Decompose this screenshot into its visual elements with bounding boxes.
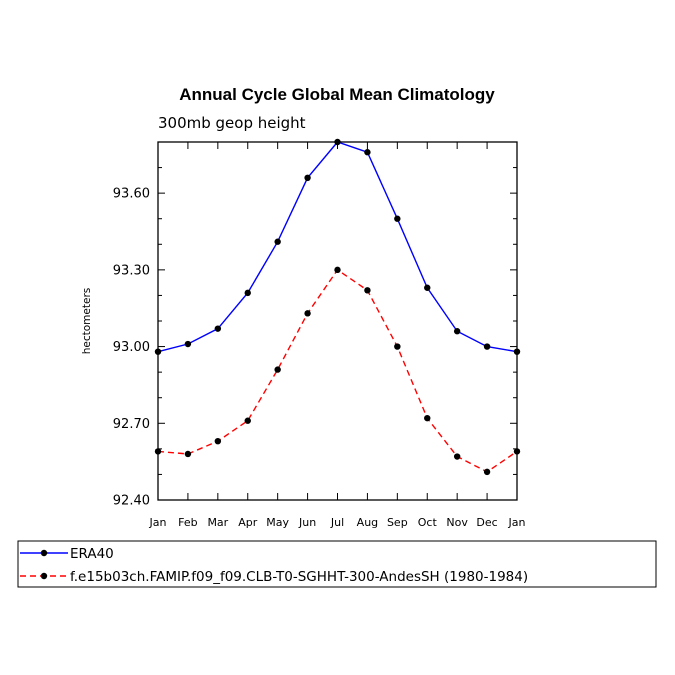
- data-point: [394, 343, 401, 350]
- y-tick-label: 93.00: [113, 340, 150, 355]
- data-point: [334, 138, 341, 146]
- x-tick-label: Nov: [446, 516, 468, 529]
- y-tick-label: 92.40: [113, 494, 150, 509]
- plot-frame: [157, 141, 518, 501]
- x-tick-label: Jan: [508, 516, 526, 529]
- data-point: [334, 266, 341, 274]
- series-line-1: [157, 141, 518, 353]
- data-point: [453, 328, 461, 335]
- y-tick-label: 92.70: [113, 417, 150, 432]
- x-tick-label: Mar: [207, 516, 228, 529]
- data-point: [364, 149, 371, 156]
- data-point: [364, 287, 371, 294]
- x-tick-label: Jul: [330, 516, 344, 529]
- x-tick-label: Aug: [357, 516, 378, 529]
- chart-title: Annual Cycle Global Mean Climatology: [179, 85, 495, 104]
- series-line-2: [157, 268, 518, 473]
- data-point: [304, 174, 311, 181]
- legend-entry: f.e15b03ch.FAMIP.f09_f09.CLB-T0-SGHHT-30…: [70, 569, 528, 585]
- legend-entry: ERA40: [70, 546, 114, 562]
- data-point: [513, 348, 521, 355]
- legend: ERA40 f.e15b03ch.FAMIP.f09_f09.CLB-T0-SGH…: [17, 540, 657, 588]
- data-point: [244, 417, 251, 424]
- y-tick-label: 93.30: [113, 263, 150, 278]
- x-tick-label: Oct: [418, 516, 438, 529]
- legend-box: [17, 540, 657, 588]
- chart-subtitle: 300mb geop height: [158, 114, 306, 132]
- data-point: [424, 414, 431, 422]
- data-point: [244, 289, 251, 297]
- data-point: [274, 366, 281, 373]
- x-tick-label: May: [266, 516, 289, 529]
- data-point: [154, 348, 162, 355]
- x-tick-label: Dec: [476, 516, 497, 529]
- data-point: [424, 284, 431, 291]
- y-axis-label: hectometers: [81, 288, 93, 354]
- data-point: [483, 343, 491, 350]
- data-point: [274, 238, 281, 245]
- x-tick-label: Jan: [149, 516, 167, 529]
- data-point: [154, 448, 162, 455]
- data-point: [214, 325, 222, 332]
- data-point: [394, 215, 401, 222]
- x-tick-label: Sep: [387, 516, 408, 529]
- data-point: [184, 450, 192, 458]
- data-point: [513, 448, 521, 455]
- legend-marker: [40, 549, 48, 557]
- data-point: [453, 453, 461, 460]
- y-tick-label: 93.60: [113, 187, 150, 202]
- plot-area: 92.40 92.70 93.00 93.30 93.60 Jan Feb Mar Apr May…: [113, 138, 526, 529]
- data-point: [304, 310, 311, 317]
- legend-marker: [40, 572, 48, 580]
- data-point: [214, 437, 222, 445]
- x-tick-label: Feb: [178, 516, 197, 529]
- data-point: [483, 468, 491, 476]
- data-point: [184, 340, 192, 348]
- x-tick-label: Apr: [238, 516, 258, 529]
- x-tick-label: Jun: [298, 516, 316, 529]
